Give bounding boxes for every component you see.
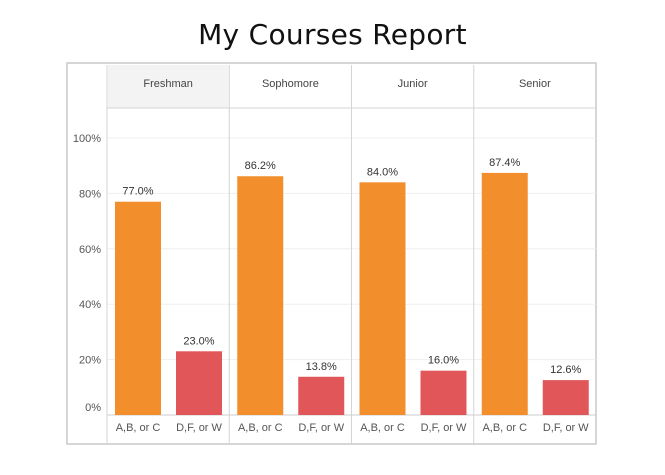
x-tick-label: A,B, or C bbox=[116, 422, 161, 434]
data-label: 12.6% bbox=[550, 364, 581, 376]
x-tick-label: D,F, or W bbox=[543, 422, 589, 434]
bar bbox=[542, 380, 589, 415]
bar bbox=[237, 176, 284, 415]
data-label: 13.8% bbox=[306, 361, 337, 373]
y-tick-label: 80% bbox=[79, 188, 101, 200]
bar bbox=[176, 351, 222, 415]
bar bbox=[115, 201, 161, 415]
data-label: 87.4% bbox=[489, 157, 520, 169]
y-tick-label: 20% bbox=[79, 355, 101, 367]
y-tick-label: 60% bbox=[79, 244, 101, 256]
panel-header-highlight bbox=[108, 65, 229, 108]
panel-header-sophomore: Sophomore bbox=[262, 78, 319, 90]
bar bbox=[298, 376, 345, 415]
x-tick-label: A,B, or C bbox=[482, 422, 527, 434]
data-label: 23.0% bbox=[183, 335, 214, 347]
data-label: 77.0% bbox=[122, 186, 153, 198]
panel-header-junior: Junior bbox=[398, 78, 428, 90]
bar bbox=[420, 370, 467, 415]
x-tick-label: A,B, or C bbox=[360, 422, 405, 434]
x-tick-label: D,F, or W bbox=[298, 422, 344, 434]
x-tick-label: D,F, or W bbox=[421, 422, 467, 434]
data-label: 84.0% bbox=[367, 166, 398, 178]
bar bbox=[481, 172, 528, 415]
chart-frame bbox=[66, 62, 597, 445]
y-tick-label: 0% bbox=[85, 402, 101, 414]
data-label: 86.2% bbox=[245, 160, 276, 172]
chart-title: My Courses Report bbox=[198, 18, 467, 51]
x-tick-label: A,B, or C bbox=[238, 422, 283, 434]
y-tick-label: 40% bbox=[79, 299, 101, 311]
x-tick-label: D,F, or W bbox=[176, 422, 222, 434]
bar bbox=[359, 182, 406, 415]
panel-header-senior: Senior bbox=[519, 78, 551, 90]
panel-header-freshman: Freshman bbox=[143, 78, 193, 90]
data-label: 16.0% bbox=[428, 355, 459, 367]
y-tick-label: 100% bbox=[73, 133, 101, 145]
